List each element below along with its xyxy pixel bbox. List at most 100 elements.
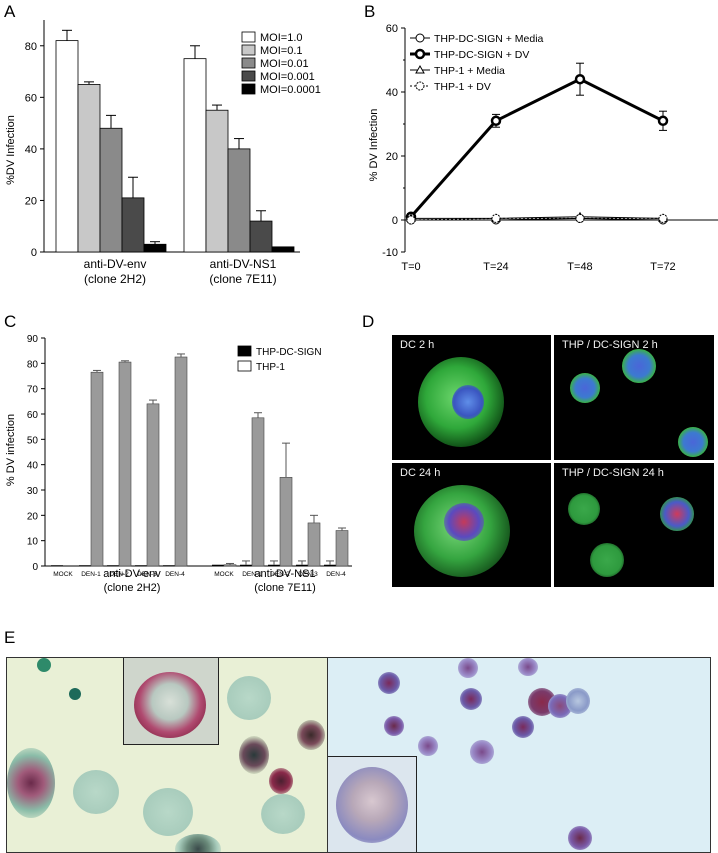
panel-a-bar [227,148,251,253]
panel-c-ytick-label: 20 [27,511,39,522]
panel-c-ytick-label: 60 [27,410,39,421]
micrograph-thp-2h: THP / DC-SIGN 2 h [554,335,714,460]
micrograph-label-thp-24h: THP / DC-SIGN 24 h [562,467,664,479]
panel-c-category-label: DEN-3 [137,571,157,578]
micrograph-thp-24h: THP / DC-SIGN 24 h [554,463,714,587]
panel-c-legend-swatch [237,360,252,372]
panel-a-bar [121,197,145,253]
panel-a-legend-swatch [241,31,256,43]
micrograph-dc-24h: DC 24 h [392,463,551,587]
panel-b-point [414,48,426,60]
panel-c-bar-thp-1 [174,356,188,567]
panel-letter-b: B [364,2,376,21]
panel-c-ytick-label: 90 [27,334,39,345]
panel-c-bar-thp-dc-sign [324,564,336,566]
panel-a-ytick-label: 20 [25,195,37,207]
panel-c-ytick-label: 10 [27,537,39,548]
panel-c-legend-label: THP-DC-SIGN [256,347,322,358]
panel-a-ytick-label: 40 [25,144,37,156]
panel-b-ylabel: % DV Infection [368,109,380,182]
panel-a-legend-swatch [241,44,256,56]
panel-c-legend: THP-DC-SIGN THP-1 [237,345,322,373]
panel-letter-c: C [4,312,17,331]
panel-b-point [406,215,416,225]
panel-a-legend-swatch [241,70,256,82]
thp24-cell-1 [568,493,600,525]
panel-b-point [415,81,425,91]
panel-b-xtick-label: T=0 [401,261,420,273]
panel-a-bar [143,243,167,253]
panel-c-category-label: MOCK [53,571,73,578]
panel-a-ytick-label: 60 [25,92,37,104]
thp24-cell-3 [590,543,624,577]
panel-c-bar-thp-dc-sign [296,564,308,566]
micrograph-label-dc-24h: DC 24 h [400,467,441,479]
panel-c-bar-thp-1 [146,403,160,567]
panel-c-bar-thp-1 [223,564,237,567]
panel-b-legend-label: THP-1 + DV [434,81,491,93]
panel-c-legend-label: THP-1 [256,362,285,373]
micrograph-dc-2h: DC 2 h [392,335,551,460]
panel-b-series-line [411,217,664,221]
panel-c-bar-thp-1 [279,477,293,567]
panel-a-legend: MOI=1.0MOI=0.1MOI=0.01MOI=0.001MOI=0.000… [241,31,321,96]
panel-a-bar [99,127,123,253]
panel-c-bar-thp-dc-sign [163,565,175,566]
panel-a-legend-swatch [241,83,256,95]
panel-c-ytick-label: 40 [27,461,39,472]
panel-c-ylabel: % DV infection [5,414,17,486]
panel-a-bar [205,109,229,253]
panel-c-category-label: DEN-1 [81,571,101,578]
panel-d-micrograph-grid: DC 2 h THP / DC-SIGN 2 h DC 24 h THP / D… [392,335,714,587]
panel-c-category-label: DEN-4 [165,571,185,578]
micrograph-label-dc-2h: DC 2 h [400,339,435,351]
panel-b-ytick-label: 60 [386,23,398,35]
panel-b-ytick-label: -10 [382,247,398,259]
panel-b-point [658,213,668,223]
micrograph-label-thp-2h: THP / DC-SIGN 2 h [562,339,658,351]
panel-e-micrograph-thp [327,657,711,853]
panel-a-legend-swatch [241,57,256,69]
panel-c-ytick-label: 0 [32,562,38,573]
panel-a-ytick-label: 80 [25,41,37,53]
panel-c-category-label: DEN-4 [326,571,346,578]
panel-c-group-label-1: anti-DV-env [103,568,161,580]
panel-a-ylabel: %DV Infection [5,115,17,185]
panel-letter-a: A [4,2,16,21]
panel-b-point [657,115,669,127]
panel-c-bar-chart: % DV infection 0 10 20 30 40 50 60 70 80 90 MOCK DE… [5,334,352,594]
panel-b-point [574,73,586,85]
panel-c-bar-thp-dc-sign [79,565,91,566]
panel-a-legend-label: MOI=0.001 [260,71,315,83]
panel-c-group-sublabel-1: (clone 2H2) [104,582,161,594]
panel-c-ytick-label: 70 [27,385,39,396]
panel-a-group-label-1: anti-DV-env [84,257,147,271]
panel-b-point [490,115,502,127]
panel-c-category-label: MOCK [214,571,234,578]
panel-c-category-label: DEN-2 [270,571,290,578]
panel-b-legend-label: THP-DC-SIGN + Media [434,33,544,45]
panel-c-bar-thp-dc-sign [107,565,119,566]
panel-c-bar-thp-1 [90,371,104,567]
panel-b-xtick-label: T=48 [567,261,592,273]
panel-a-bar [271,246,295,253]
panel-a-legend-label: MOI=0.0001 [260,84,321,96]
panel-c-ytick-label: 50 [27,435,39,446]
panel-a-bar [183,58,207,253]
panel-a-bar [249,220,273,253]
panel-c-category-label: DEN-1 [242,571,262,578]
panel-a-bar [55,40,79,253]
panel-c-category-label: DEN-3 [298,571,318,578]
panel-b-point [415,64,425,74]
panel-b-point [415,33,425,43]
panel-a-legend-label: MOI=0.1 [260,45,303,57]
panel-c-group-label-2: anti-DV-NS1 [254,568,315,580]
panel-a-legend-label: MOI=0.01 [260,58,309,70]
panel-b-ytick-label: 20 [386,151,398,163]
panel-c-bar-thp-1 [118,361,132,567]
panel-b-ytick-label: 40 [386,87,398,99]
panel-e-inset-thp [328,756,417,852]
panel-b-series-line [411,216,664,219]
panel-c-ytick-label: 30 [27,486,39,497]
